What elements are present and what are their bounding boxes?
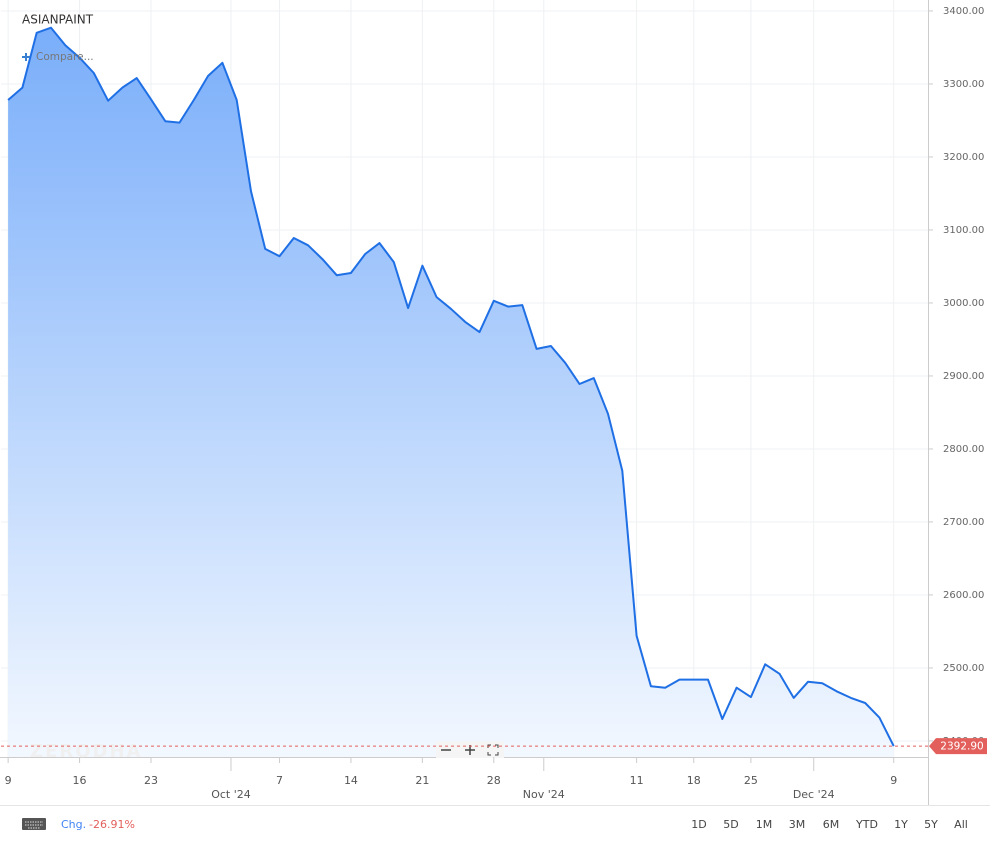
period-button[interactable]: 5D [723,818,738,831]
compare-label: Compare... [36,51,94,63]
change-value: -26.91% [89,818,135,831]
period-button[interactable]: 1M [756,818,773,831]
keyboard-body [22,818,46,830]
period-button[interactable]: 3M [789,818,806,831]
watermark: ZERODHA [30,741,142,762]
y-tick-label: 3200.00 [943,152,984,163]
change-title: Chg. [61,818,86,831]
keyboard-icon[interactable] [22,818,46,830]
period-selector: 1D 5D 1M 3M 6M YTD 1Y 5Y All [691,818,968,831]
compare-button[interactable]: Compare... [22,51,94,63]
x-tick-label: 25 [744,774,758,787]
y-tick-label: 3400.00 [943,6,984,17]
period-button[interactable]: YTD [855,818,878,831]
period-button[interactable]: 6M [823,818,840,831]
price-line [7,26,895,747]
zoom-in[interactable] [465,745,475,755]
last-price-label: 2392.90 [940,741,983,753]
x-tick-label: 7 [276,774,283,787]
y-tick-label: 3100.00 [943,225,984,236]
y-tick-label: 2500.00 [943,663,984,674]
period-button[interactable]: 1Y [894,818,908,831]
zoom-controls [436,741,504,758]
x-tick-label: 14 [344,774,358,787]
period-button[interactable]: 1D [691,818,706,831]
x-tick-label: Nov '24 [523,788,565,801]
plot [7,26,895,757]
x-tick-label: 21 [415,774,429,787]
period-button[interactable]: All [954,818,968,831]
y-tick-label: 2900.00 [943,371,984,382]
x-tick-label: 9 [5,774,12,787]
plus-icon [22,53,30,61]
x-tick-label: 23 [144,774,158,787]
y-tick-label: 3300.00 [943,79,984,90]
symbol-title: ASIANPAINT [22,13,94,27]
y-tick-label: 2600.00 [943,590,984,601]
last-price-badge [929,738,987,755]
keyboard-keys [25,821,43,829]
x-tick-label: 11 [630,774,644,787]
area-fill [8,27,894,757]
fullscreen[interactable] [487,744,499,756]
x-tick-label: 18 [687,774,701,787]
y-tick-label: 3000.00 [943,298,984,309]
y-tick-label: 2800.00 [943,444,984,455]
x-tick-label: 16 [73,774,87,787]
x-tick-label: Dec '24 [793,788,835,801]
x-tick-label: 9 [890,774,897,787]
y-tick-label: 2700.00 [943,517,984,528]
x-tick-label: 28 [487,774,501,787]
period-button[interactable]: 5Y [924,818,938,831]
x-tick-label: Oct '24 [211,788,251,801]
